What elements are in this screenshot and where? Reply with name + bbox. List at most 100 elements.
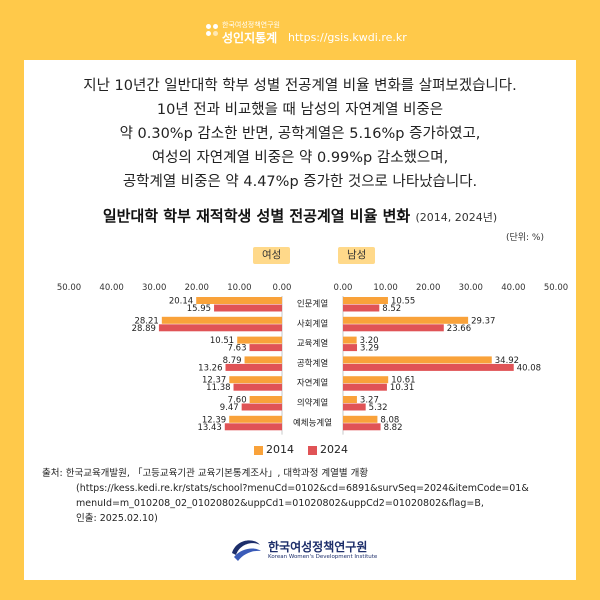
bar-male-2024 [343, 324, 444, 332]
intro-line: 여성의 자연계열 비중은 약 0.99%p 감소했으며, [151, 150, 449, 166]
x-tick-label-male: 40.00 [501, 283, 525, 293]
content-card [24, 60, 576, 580]
data-label-male-2014: 10.55 [391, 297, 415, 307]
bar-female-2024 [241, 403, 282, 411]
bar-female-2014 [229, 376, 282, 384]
chart-title: 일반대학 학부 재적학생 성별 전공계열 비율 변화 (2014, 2024년) [24, 205, 576, 226]
kwdi-logo-icon [232, 540, 261, 561]
data-label-male-2014: 34.92 [495, 356, 519, 366]
category-label: 인문계열 [297, 299, 328, 310]
bar-male-2014 [343, 356, 492, 364]
intro-line: 지난 10년간 일반대학 학부 성별 전공계열 비율 변화를 살펴보겠습니다. [83, 78, 517, 94]
panel-label-male: 남성 [338, 247, 376, 264]
x-tick-label-female: 10.00 [227, 283, 251, 293]
bar-male-2024 [343, 304, 380, 312]
source-url-line: (https://kess.kedi.re.kr/stats/school?me… [76, 483, 529, 494]
panel-label-female: 여성 [253, 247, 291, 264]
x-tick-label-female: 50.00 [57, 283, 81, 293]
x-tick-label-male: 0.00 [334, 283, 353, 293]
data-label-male-2024: 8.52 [382, 304, 401, 314]
bar-female-2014 [196, 297, 282, 304]
data-label-male-2024: 40.08 [517, 363, 541, 373]
bar-female-2014 [249, 396, 282, 403]
chart-title-text: 일반대학 학부 재적학생 성별 전공계열 비율 변화 [102, 207, 411, 225]
site-logo-icon [206, 24, 220, 38]
data-label-female-2014: 28.21 [134, 316, 158, 326]
data-label-female-2014: 10.51 [210, 336, 234, 346]
data-label-female-2024: 13.26 [198, 363, 222, 373]
org-name-small: 한국여성정책연구원 [222, 21, 280, 29]
bar-male-2014 [343, 415, 378, 423]
source-note: 출처: 한국교육개발원, 「고등교육기관 교육기본통계조사」, 대학과정 계열별… [42, 466, 529, 526]
category-label: 자연계열 [297, 378, 328, 389]
kwdi-name-en: Korean Women's Development Institute [268, 554, 378, 560]
category-label: 사회계열 [297, 318, 328, 329]
legend-label-2014: 2014 [266, 443, 294, 456]
data-label-male-2014: 10.61 [391, 376, 415, 386]
site-header: 한국여성정책연구원 성인지통계 https://gsis.kwdi.re.kr [0, 14, 600, 54]
bar-male-2014 [343, 336, 357, 344]
x-tick-label-male: 30.00 [459, 283, 483, 293]
data-label-female-2014: 12.37 [202, 376, 226, 386]
data-label-female-2024: 7.63 [228, 344, 247, 354]
x-tick-label-female: 30.00 [142, 283, 166, 293]
bar-female-2014 [244, 356, 282, 364]
bar-female-2014 [237, 336, 282, 344]
intro-line: 약 0.30%p 감소한 반면, 공학계열은 5.16%p 증가하였고, [119, 126, 481, 142]
category-label: 공학계열 [297, 358, 328, 369]
source-line: 한국교육개발원, 「고등교육기관 교육기본통계조사」, 대학과정 계열별 개황 [65, 468, 369, 479]
source-date-line: 인출: 2025.02.10) [76, 513, 158, 524]
bar-female-2014 [229, 415, 282, 423]
intro-line: 10년 전과 비교했을 때 남성의 자연계열 비중은 [156, 102, 444, 118]
data-label-female-2024: 28.89 [132, 324, 156, 334]
bar-male-2014 [343, 396, 357, 403]
site-name: 성인지통계 [222, 31, 278, 45]
data-label-female-2014: 8.79 [223, 356, 242, 366]
legend-swatch-2014 [254, 446, 263, 455]
data-label-female-2024: 11.38 [206, 383, 230, 393]
data-label-male-2024: 10.31 [390, 383, 414, 393]
bar-female-2024 [224, 423, 282, 431]
source-label: 출처: [42, 468, 63, 479]
chart-legend: 2014 2024 [0, 443, 600, 459]
data-label-female-2014: 7.60 [228, 396, 247, 406]
kwdi-name-ko: 한국여성정책연구원 [268, 540, 368, 554]
x-tick-label-male: 10.00 [373, 283, 397, 293]
category-label: 교육계열 [297, 338, 328, 349]
bar-male-2024 [343, 403, 366, 411]
bar-male-2014 [343, 316, 469, 324]
x-tick-label-male: 50.00 [544, 283, 568, 293]
category-label: 의약계열 [297, 398, 328, 409]
data-label-male-2014: 29.37 [471, 316, 495, 326]
bar-male-2014 [343, 297, 388, 304]
data-label-female-2024: 9.47 [220, 403, 239, 413]
bar-male-2024 [343, 383, 387, 391]
bar-female-2024 [249, 344, 282, 352]
chart-unit: (단위: %) [505, 233, 544, 243]
data-label-male-2014: 8.08 [380, 415, 399, 425]
bar-female-2024 [158, 324, 282, 332]
x-tick-label-female: 0.00 [273, 283, 292, 293]
legend-label-2024: 2024 [320, 443, 348, 456]
intro-line: 공학계열 비중은 약 4.47%p 증가한 것으로 나타났습니다. [122, 174, 478, 190]
data-label-female-2014: 12.39 [202, 415, 226, 425]
bar-male-2024 [343, 363, 514, 371]
data-label-female-2014: 20.14 [169, 297, 193, 307]
data-label-male-2024: 3.29 [360, 344, 379, 354]
bar-male-2014 [343, 376, 389, 384]
chart-title-years: (2014, 2024년) [415, 211, 498, 224]
bar-male-2024 [343, 344, 358, 352]
data-label-female-2024: 13.43 [197, 423, 221, 433]
data-label-male-2014: 3.27 [360, 396, 379, 406]
x-tick-label-female: 20.00 [185, 283, 209, 293]
bar-male-2024 [343, 423, 381, 431]
bar-female-2014 [161, 316, 282, 324]
legend-swatch-2024 [308, 446, 317, 455]
bar-female-2024 [233, 383, 282, 391]
site-url-link[interactable]: https://gsis.kwdi.re.kr [288, 31, 407, 44]
x-tick-label-female: 40.00 [99, 283, 123, 293]
source-url-line: menuId=m_010208_02_01020802&uppCd1=01020… [76, 498, 484, 509]
intro-text: 지난 10년간 일반대학 학부 성별 전공계열 비율 변화를 살펴보겠습니다. … [24, 74, 576, 194]
data-label-male-2024: 23.66 [447, 324, 471, 334]
